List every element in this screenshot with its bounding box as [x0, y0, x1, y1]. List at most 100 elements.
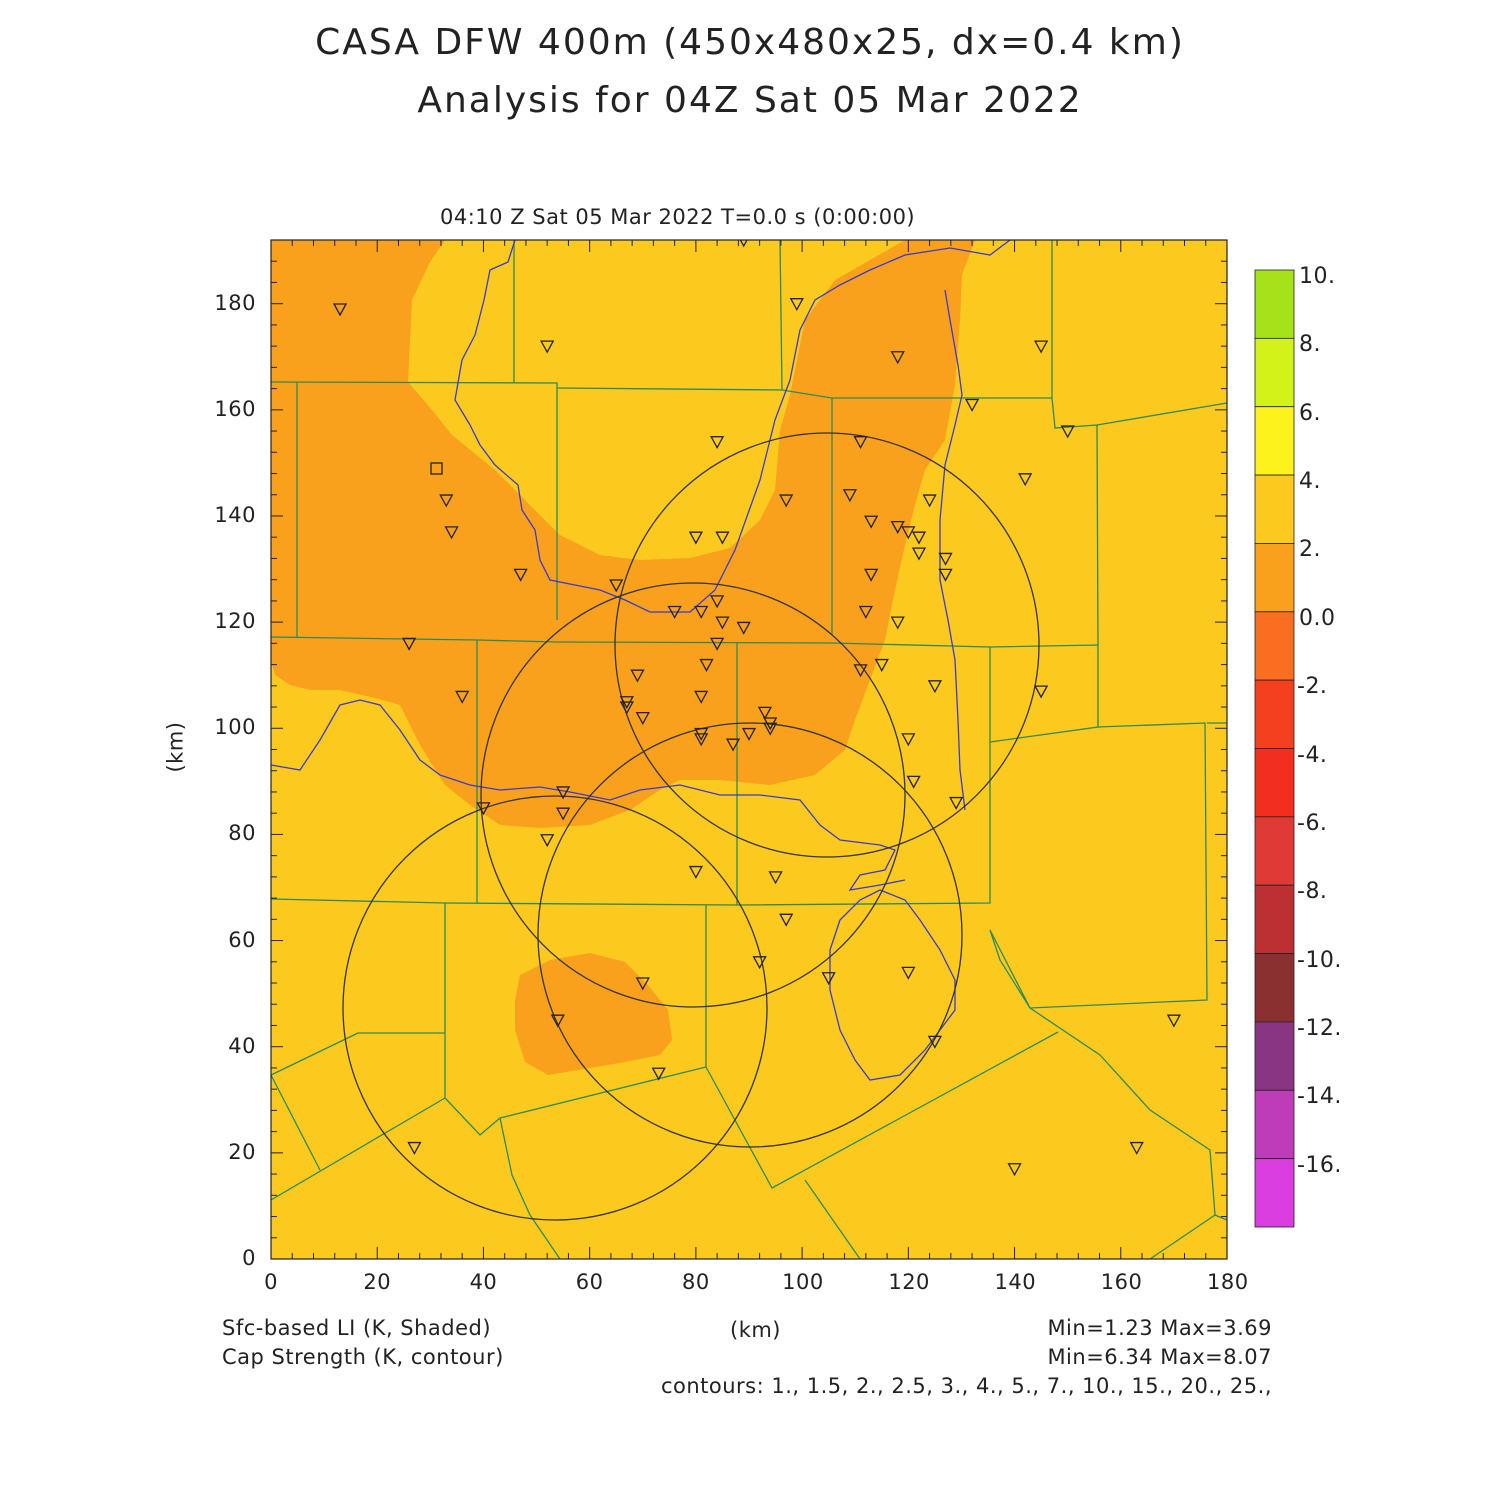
colorbar-swatch	[1254, 1021, 1295, 1091]
station-marker	[1060, 425, 1075, 439]
station-marker	[540, 340, 555, 354]
y-tick-label: 100	[214, 715, 256, 740]
station-marker	[864, 568, 879, 582]
colorbar-swatch	[1254, 269, 1295, 339]
station-marker	[821, 972, 836, 986]
station-marker	[890, 520, 905, 534]
station-marker	[922, 494, 937, 508]
footer-field1: Sfc-based LI (K, Shaded)	[222, 1316, 492, 1340]
x-tick-label: 80	[682, 1270, 710, 1294]
colorbar	[1254, 269, 1295, 1228]
station-marker	[407, 1141, 422, 1155]
x-tick-label: 100	[782, 1270, 824, 1294]
x-tick-label: 40	[469, 1270, 498, 1294]
station-marker	[635, 712, 650, 726]
station-marker	[789, 298, 804, 312]
station-marker	[710, 436, 725, 450]
county-lines	[271, 240, 1227, 1259]
station-marker	[439, 494, 454, 508]
station-marker	[715, 616, 730, 630]
station-marker	[694, 605, 709, 619]
colorbar-swatch	[1254, 337, 1295, 408]
station-marker	[741, 727, 757, 741]
colorbar-label: 6.	[1299, 400, 1321, 426]
x-tick-label: 160	[1100, 1270, 1143, 1294]
station-marker	[763, 722, 778, 736]
station-marker	[688, 531, 703, 545]
colorbar-label: -12.	[1297, 1015, 1342, 1041]
x-axis-label: (km)	[730, 1318, 782, 1342]
footer-minmax2: Min=6.34 Max=8.07	[1047, 1345, 1272, 1369]
station-marker	[651, 1067, 666, 1081]
colorbar-label: -10.	[1297, 947, 1342, 973]
range-ring-3	[342, 795, 768, 1221]
colorbar-label: 10.	[1299, 264, 1336, 289]
station-marker	[715, 531, 730, 545]
station-marker	[609, 579, 624, 593]
colorbar-label: -8.	[1297, 879, 1328, 905]
station-marker	[630, 669, 645, 683]
station-marker	[768, 871, 783, 885]
station-marker	[736, 621, 751, 635]
station-marker	[927, 1035, 942, 1049]
station-marker	[1166, 1014, 1181, 1028]
range-rings	[342, 432, 1040, 1221]
station-marker	[540, 834, 555, 848]
range-ring-2	[480, 582, 906, 1008]
station-marker	[332, 303, 348, 317]
colorbar-swatch	[1254, 1158, 1295, 1228]
station-marker	[476, 802, 491, 816]
footer-minmax1: Min=1.23 Max=3.69	[1047, 1316, 1272, 1340]
y-tick-label: 80	[228, 821, 256, 846]
colorbar-swatch	[1254, 611, 1295, 681]
colorbar-swatch	[1254, 406, 1295, 476]
station-marker	[556, 807, 571, 821]
colorbar-swatch	[1254, 1089, 1295, 1160]
station-marker	[635, 977, 650, 991]
colorbar-swatch	[1254, 953, 1295, 1023]
colorbar-label: -4.	[1297, 742, 1328, 768]
station-marker	[550, 1014, 565, 1028]
x-tick-label: 60	[575, 1270, 604, 1294]
y-tick-label: 120	[214, 609, 256, 634]
station-marker	[1034, 340, 1049, 354]
station-marker	[949, 796, 964, 810]
station-marker	[901, 733, 916, 747]
station-marker	[779, 913, 794, 927]
y-tick-label: 40	[228, 1033, 256, 1058]
colorbar-swatch	[1254, 474, 1295, 544]
station-marker	[699, 658, 714, 672]
axis-ticks	[270, 239, 1228, 1260]
station-marker	[911, 531, 927, 545]
x-tick-label: 20	[363, 1270, 392, 1294]
colorbar-label: -16.	[1297, 1152, 1342, 1178]
station-marker	[1007, 1163, 1022, 1177]
station-marker	[694, 690, 709, 704]
y-tick-label: 0	[242, 1246, 256, 1270]
colorbar-swatch	[1254, 884, 1295, 954]
plot-area	[270, 239, 1228, 1260]
station-marker	[927, 680, 942, 694]
station-marker	[444, 526, 459, 540]
li-shade-west	[271, 240, 975, 828]
y-tick-label: 60	[228, 927, 256, 952]
station-marker	[556, 786, 571, 800]
colorbar-swatch	[1254, 748, 1295, 818]
colorbar-swatch	[1254, 543, 1295, 613]
colorbar-label: 2.	[1299, 537, 1321, 563]
y-tick-label: 140	[214, 502, 256, 527]
footer-contours: contours: 1., 1.5, 2., 2.5, 3., 4., 5., …	[660, 1374, 1272, 1398]
station-marker	[858, 605, 873, 619]
x-tick-label: 0	[264, 1270, 278, 1294]
station-marker	[864, 515, 879, 529]
station-marker	[667, 605, 682, 619]
station-marker	[874, 658, 889, 672]
station-marker	[688, 865, 703, 879]
colorbar-label: -14.	[1297, 1084, 1342, 1110]
station-marker	[752, 956, 767, 970]
station-marker	[890, 351, 905, 365]
station-marker	[938, 552, 953, 566]
main-title: CASA DFW 400m (450x480x25, dx=0.4 km)	[315, 22, 1185, 63]
range-ring-4	[537, 722, 963, 1148]
